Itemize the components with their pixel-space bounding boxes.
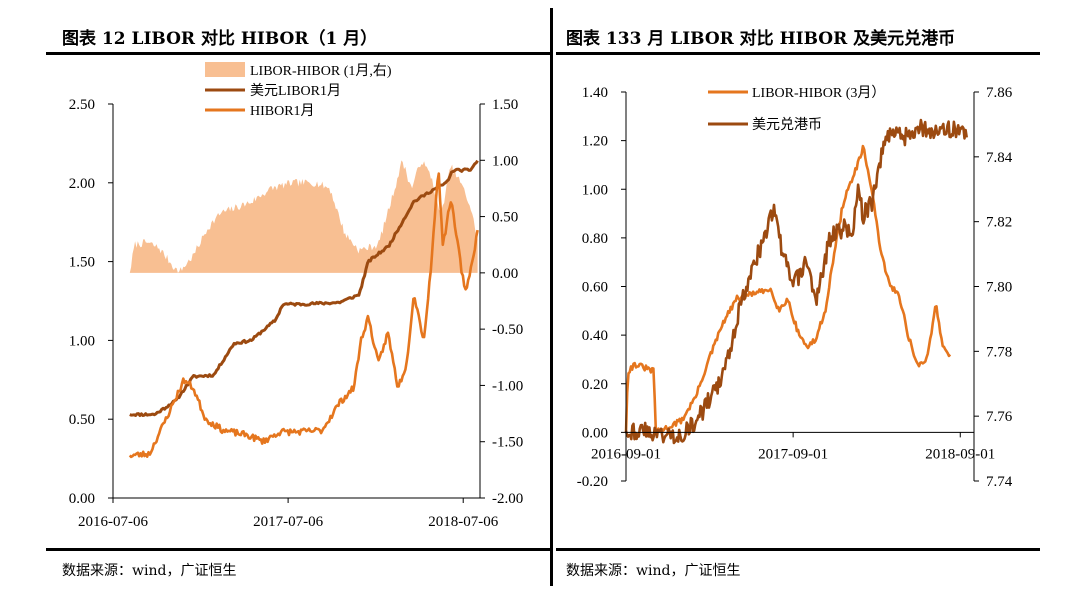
x-tick-label: 2016-07-06 [78, 514, 148, 530]
panel-divider [550, 8, 553, 586]
right-chart-title: 图表 133 月 LIBOR 对比 HIBOR 及美元兑港币 [566, 29, 956, 49]
left-chart-title: 图表 12 LIBOR 对比 HIBOR（1 月） [62, 29, 378, 49]
x-tick-label: 2018-07-06 [428, 514, 498, 530]
legend-label: 美元LIBOR1月 [250, 83, 341, 99]
x-tick-label: 2017-07-06 [253, 514, 323, 530]
left-y-tick-label: 1.00 [69, 333, 95, 349]
left-chart-legend: LIBOR-HIBOR (1月,右) 美元LIBOR1月 HIBOR1月 [205, 62, 392, 119]
left-y-tick-label: 1.50 [69, 255, 95, 271]
right-title-rule [556, 52, 1040, 55]
left-source-note: 数据来源：wind，广证恒生 [62, 563, 237, 579]
spread-area [129, 160, 478, 273]
right-y-tick-label: -1.50 [492, 435, 523, 451]
right-bottom-rule [556, 548, 1040, 551]
left-bottom-rule [46, 548, 550, 551]
left-y-tick-label: 2.50 [69, 97, 95, 113]
left-chart-axes: 0.00 0.50 1.00 1.50 2.00 2.50 -2.00 -1.50 -1.00 -… [69, 97, 524, 530]
legend-label: LIBOR-HIBOR (1月,右) [250, 63, 392, 79]
left-y-tick-label: 0.00 [69, 491, 95, 507]
spread-area-layer [129, 160, 478, 273]
hibor-1m-line [128, 172, 479, 459]
right-y-tick-label: -0.50 [492, 322, 523, 338]
libor-1m-line [129, 159, 479, 417]
rate-lines-layer [128, 159, 479, 459]
left-title-rule [46, 52, 550, 55]
legend-swatch-spread [205, 62, 245, 77]
right-source-note: 数据来源：wind，广证恒生 [566, 563, 741, 579]
left-y-tick-label: 2.00 [69, 176, 95, 192]
right-y-tick-label: 1.00 [492, 153, 518, 169]
legend-label: HIBOR1月 [250, 103, 315, 119]
left-y-tick-label: 0.50 [69, 412, 95, 428]
right-y-tick-label: 0.00 [492, 266, 518, 282]
right-y-tick-label: 1.50 [492, 97, 518, 113]
right-y-tick-label: -1.00 [492, 378, 523, 394]
right-y-tick-label: -2.00 [492, 491, 523, 507]
right-y-tick-label: 0.50 [492, 210, 518, 226]
